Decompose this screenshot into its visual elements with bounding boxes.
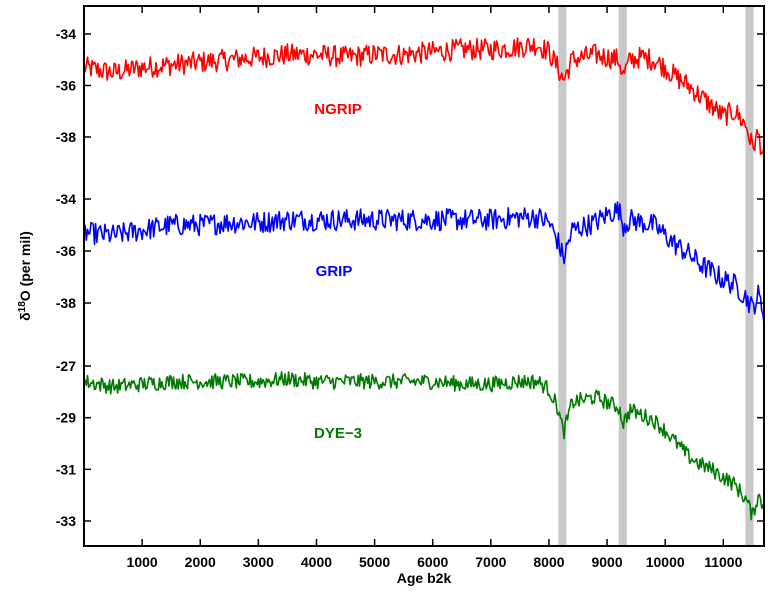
x-tick-label: 8000 bbox=[533, 554, 564, 570]
x-axis-title: Age b2k bbox=[397, 570, 452, 586]
series-label-ngrip: NGRIP bbox=[314, 101, 362, 118]
y-axis-title-base: δ bbox=[17, 312, 33, 321]
x-tick-label: 1000 bbox=[127, 554, 158, 570]
highlight-bands bbox=[558, 6, 754, 546]
x-tick-label: 3000 bbox=[243, 554, 274, 570]
highlight-band-3 bbox=[745, 6, 754, 546]
y-tick-label: -38 bbox=[56, 295, 76, 311]
y-tick-label: -31 bbox=[56, 461, 76, 477]
y-tick-label: -33 bbox=[56, 513, 76, 529]
x-tick-label: 6000 bbox=[417, 554, 448, 570]
y-tick-label: -38 bbox=[56, 129, 76, 145]
x-tick-label: 4000 bbox=[301, 554, 332, 570]
series-label-dye3: DYE−3 bbox=[314, 425, 362, 442]
x-tick-label: 10000 bbox=[646, 554, 685, 570]
y-axis-title-sup: 18 bbox=[17, 301, 28, 313]
y-tick-label: -36 bbox=[56, 78, 76, 94]
y-tick-label: -36 bbox=[56, 243, 76, 259]
series-lines bbox=[83, 37, 765, 521]
x-tick-label: 7000 bbox=[475, 554, 506, 570]
series-line-grip bbox=[83, 201, 765, 324]
y-axis-title: δ18O (per mil) bbox=[17, 231, 34, 321]
x-tick-label: 5000 bbox=[359, 554, 390, 570]
series-label-grip: GRIP bbox=[316, 263, 353, 280]
highlight-band-1 bbox=[558, 6, 567, 546]
x-tick-label: 2000 bbox=[185, 554, 216, 570]
y-axis-title-rest: O (per mil) bbox=[17, 231, 33, 301]
x-tick-label: 9000 bbox=[591, 554, 622, 570]
x-tick-label: 11000 bbox=[704, 554, 742, 570]
y-axis: -34 -36 -38 -34 -36 -38 -27 -29 -31 -33 bbox=[56, 26, 764, 529]
plot-frame bbox=[83, 5, 765, 547]
y-tick-label: -34 bbox=[56, 191, 76, 207]
y-tick-label: -27 bbox=[56, 358, 76, 374]
highlight-band-2 bbox=[618, 6, 627, 546]
series-line-ngrip bbox=[83, 37, 765, 156]
x-axis: 1000 2000 3000 4000 5000 6000 7000 8000 9000 1000… bbox=[127, 6, 743, 570]
y-tick-label: -29 bbox=[56, 410, 76, 426]
y-tick-label: -34 bbox=[56, 26, 76, 42]
series-line-dye3 bbox=[83, 371, 765, 521]
series-labels: NGRIP GRIP DYE−3 bbox=[314, 101, 362, 442]
